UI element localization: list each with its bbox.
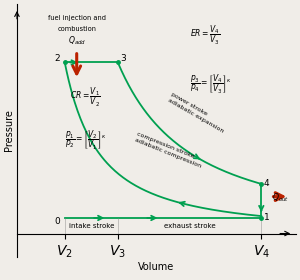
- Text: 0: 0: [54, 217, 60, 226]
- Text: 2: 2: [54, 53, 60, 62]
- X-axis label: Volume: Volume: [138, 262, 175, 272]
- Text: $ER = \dfrac{V_4}{V_3}$: $ER = \dfrac{V_4}{V_3}$: [190, 24, 220, 47]
- Text: fuel injection and: fuel injection and: [48, 15, 106, 21]
- Text: 3: 3: [121, 53, 126, 62]
- Text: exhaust stroke: exhaust stroke: [164, 223, 215, 229]
- Text: power stroke
adiabatic expansion: power stroke adiabatic expansion: [167, 92, 228, 134]
- Text: $Q_{add}$: $Q_{add}$: [68, 34, 86, 46]
- Y-axis label: Pressure: Pressure: [4, 109, 14, 151]
- Text: combustion: combustion: [57, 26, 96, 32]
- Text: $\dfrac{p_3}{p_4} = \left[\dfrac{V_4}{V_3}\right]^\kappa$: $\dfrac{p_3}{p_4} = \left[\dfrac{V_4}{V_…: [190, 72, 231, 95]
- Text: intake stroke: intake stroke: [69, 223, 114, 229]
- Text: compression stroke
adiabatic compression: compression stroke adiabatic compression: [134, 131, 204, 169]
- Text: $\dfrac{p_1}{p_2} = \left[\dfrac{V_2}{V_1}\right]^\kappa$: $\dfrac{p_1}{p_2} = \left[\dfrac{V_2}{V_…: [65, 129, 106, 152]
- Text: $Q_{out}$: $Q_{out}$: [272, 192, 289, 204]
- Text: 1: 1: [264, 213, 270, 222]
- Text: $CR = \dfrac{V_1}{V_2}$: $CR = \dfrac{V_1}{V_2}$: [70, 86, 101, 109]
- Text: 4: 4: [264, 179, 270, 188]
